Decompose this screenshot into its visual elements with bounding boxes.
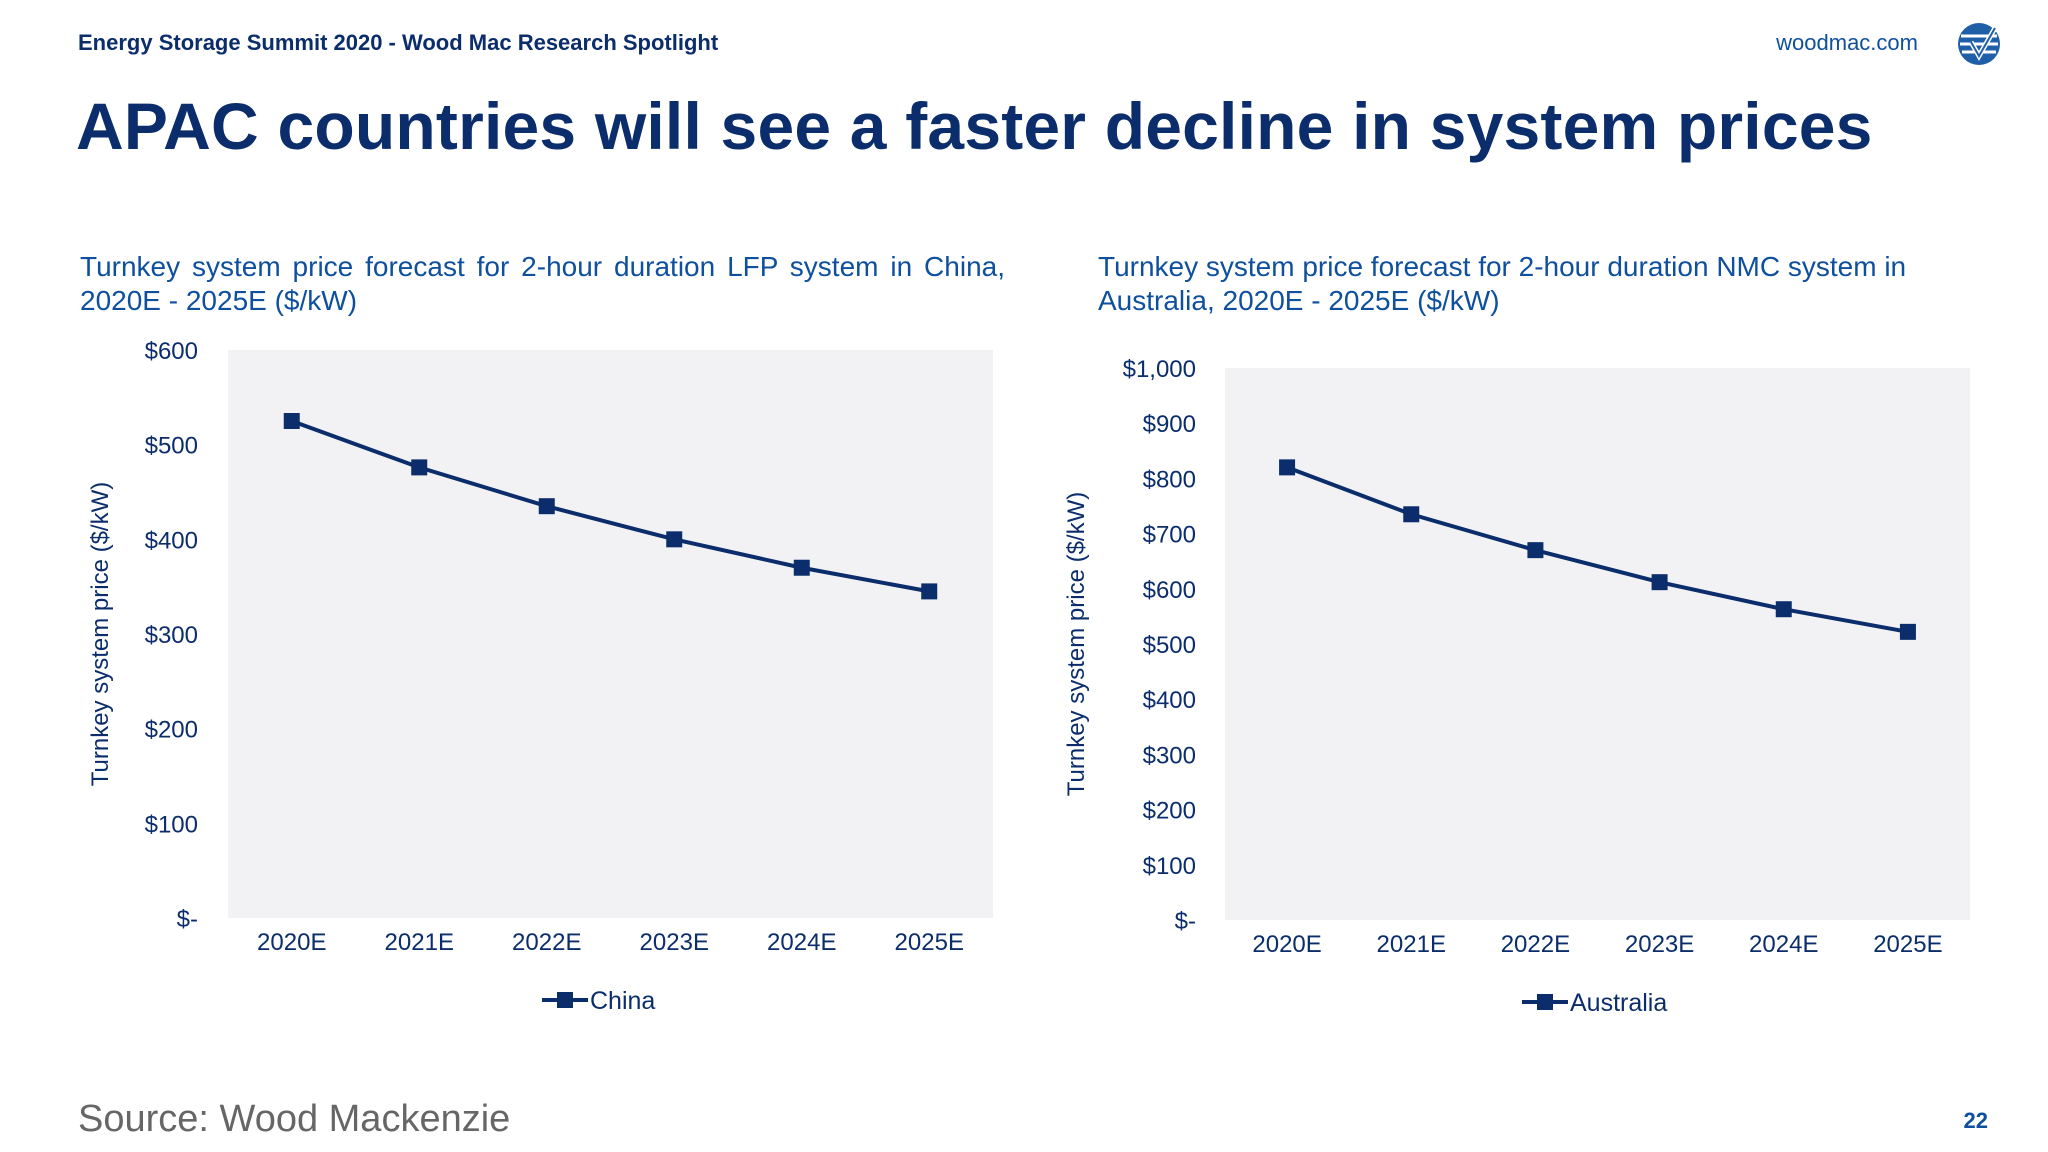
china-x-tick-label: 2025E [895, 929, 964, 956]
australia-data-point [1775, 601, 1792, 618]
australia-x-tick-label: 2022E [1501, 931, 1570, 958]
australia-data-point [1651, 574, 1668, 591]
event-header: Energy Storage Summit 2020 - Wood Mac Re… [78, 30, 719, 55]
china-x-tick-label: 2022E [512, 929, 581, 956]
china-data-point [921, 583, 938, 600]
australia-series-line [1286, 465, 1909, 634]
australia-x-tick-label: 2025E [1873, 931, 1942, 958]
china-x-tick-label: 2023E [640, 929, 709, 956]
china-y-tick-label: $- [177, 906, 198, 933]
australia-legend-marker [1537, 994, 1553, 1010]
australia-x-tick-label: 2020E [1252, 931, 1321, 958]
australia-data-point [1527, 542, 1544, 559]
australia-y-tick-label: $800 [1143, 466, 1196, 493]
china-legend-marker [557, 992, 573, 1008]
china-x-tick-label: 2020E [257, 929, 326, 956]
australia-plot-area [1225, 368, 1970, 920]
page-number: 22 [1963, 1108, 1988, 1133]
china-data-point [411, 459, 428, 476]
china-y-tick-label: $200 [145, 717, 198, 744]
australia-y-tick-label: $700 [1143, 522, 1196, 549]
woodmac-logo-icon [1958, 23, 2000, 65]
china-data-point [793, 559, 810, 576]
australia-y-tick-label: $- [1175, 908, 1196, 935]
australia-y-tick-label: $200 [1143, 798, 1196, 825]
australia-data-point [1279, 459, 1296, 476]
australia-y-tick-label: $100 [1143, 853, 1196, 880]
australia-y-tick-label: $400 [1143, 687, 1196, 714]
china-y-tick-label: $400 [145, 527, 198, 554]
australia-x-tick-label: 2024E [1749, 931, 1818, 958]
site-link[interactable]: woodmac.com [1776, 30, 1918, 55]
china-y-axis-label: Turnkey system price ($/kW) [87, 482, 114, 787]
china-plot-area [228, 350, 993, 918]
china-y-tick-label: $600 [145, 338, 198, 365]
chart-title-china: Turnkey system price forecast for 2-hour… [80, 251, 1005, 316]
china-series-line [291, 419, 930, 594]
australia-legend-label: Australia [1570, 989, 1667, 1017]
australia-y-tick-label: $300 [1143, 742, 1196, 769]
china-data-point [666, 531, 683, 548]
china-y-tick-label: $500 [145, 433, 198, 460]
chart-title-australia: Turnkey system price forecast for 2-hour… [1098, 251, 1907, 316]
australia-y-tick-label: $500 [1143, 632, 1196, 659]
australia-y-tick-label: $900 [1143, 411, 1196, 438]
china-y-tick-label: $300 [145, 622, 198, 649]
slide-title: APAC countries will see a faster decline… [76, 89, 1873, 163]
china-x-tick-label: 2024E [767, 929, 836, 956]
china-legend-label: China [590, 987, 655, 1015]
china-data-point [283, 413, 300, 429]
china-data-point [538, 498, 555, 515]
australia-y-tick-label: $1,000 [1123, 356, 1196, 383]
australia-data-point [1403, 506, 1420, 523]
australia-y-axis-label: Turnkey system price ($/kW) [1063, 492, 1090, 797]
australia-data-point [1899, 623, 1916, 640]
china-x-tick-label: 2021E [385, 929, 454, 956]
china-y-tick-label: $100 [145, 811, 198, 838]
source-note: Source: Wood Mackenzie [78, 1098, 511, 1140]
australia-x-tick-label: 2023E [1625, 931, 1694, 958]
australia-y-tick-label: $600 [1143, 577, 1196, 604]
australia-x-tick-label: 2021E [1377, 931, 1446, 958]
